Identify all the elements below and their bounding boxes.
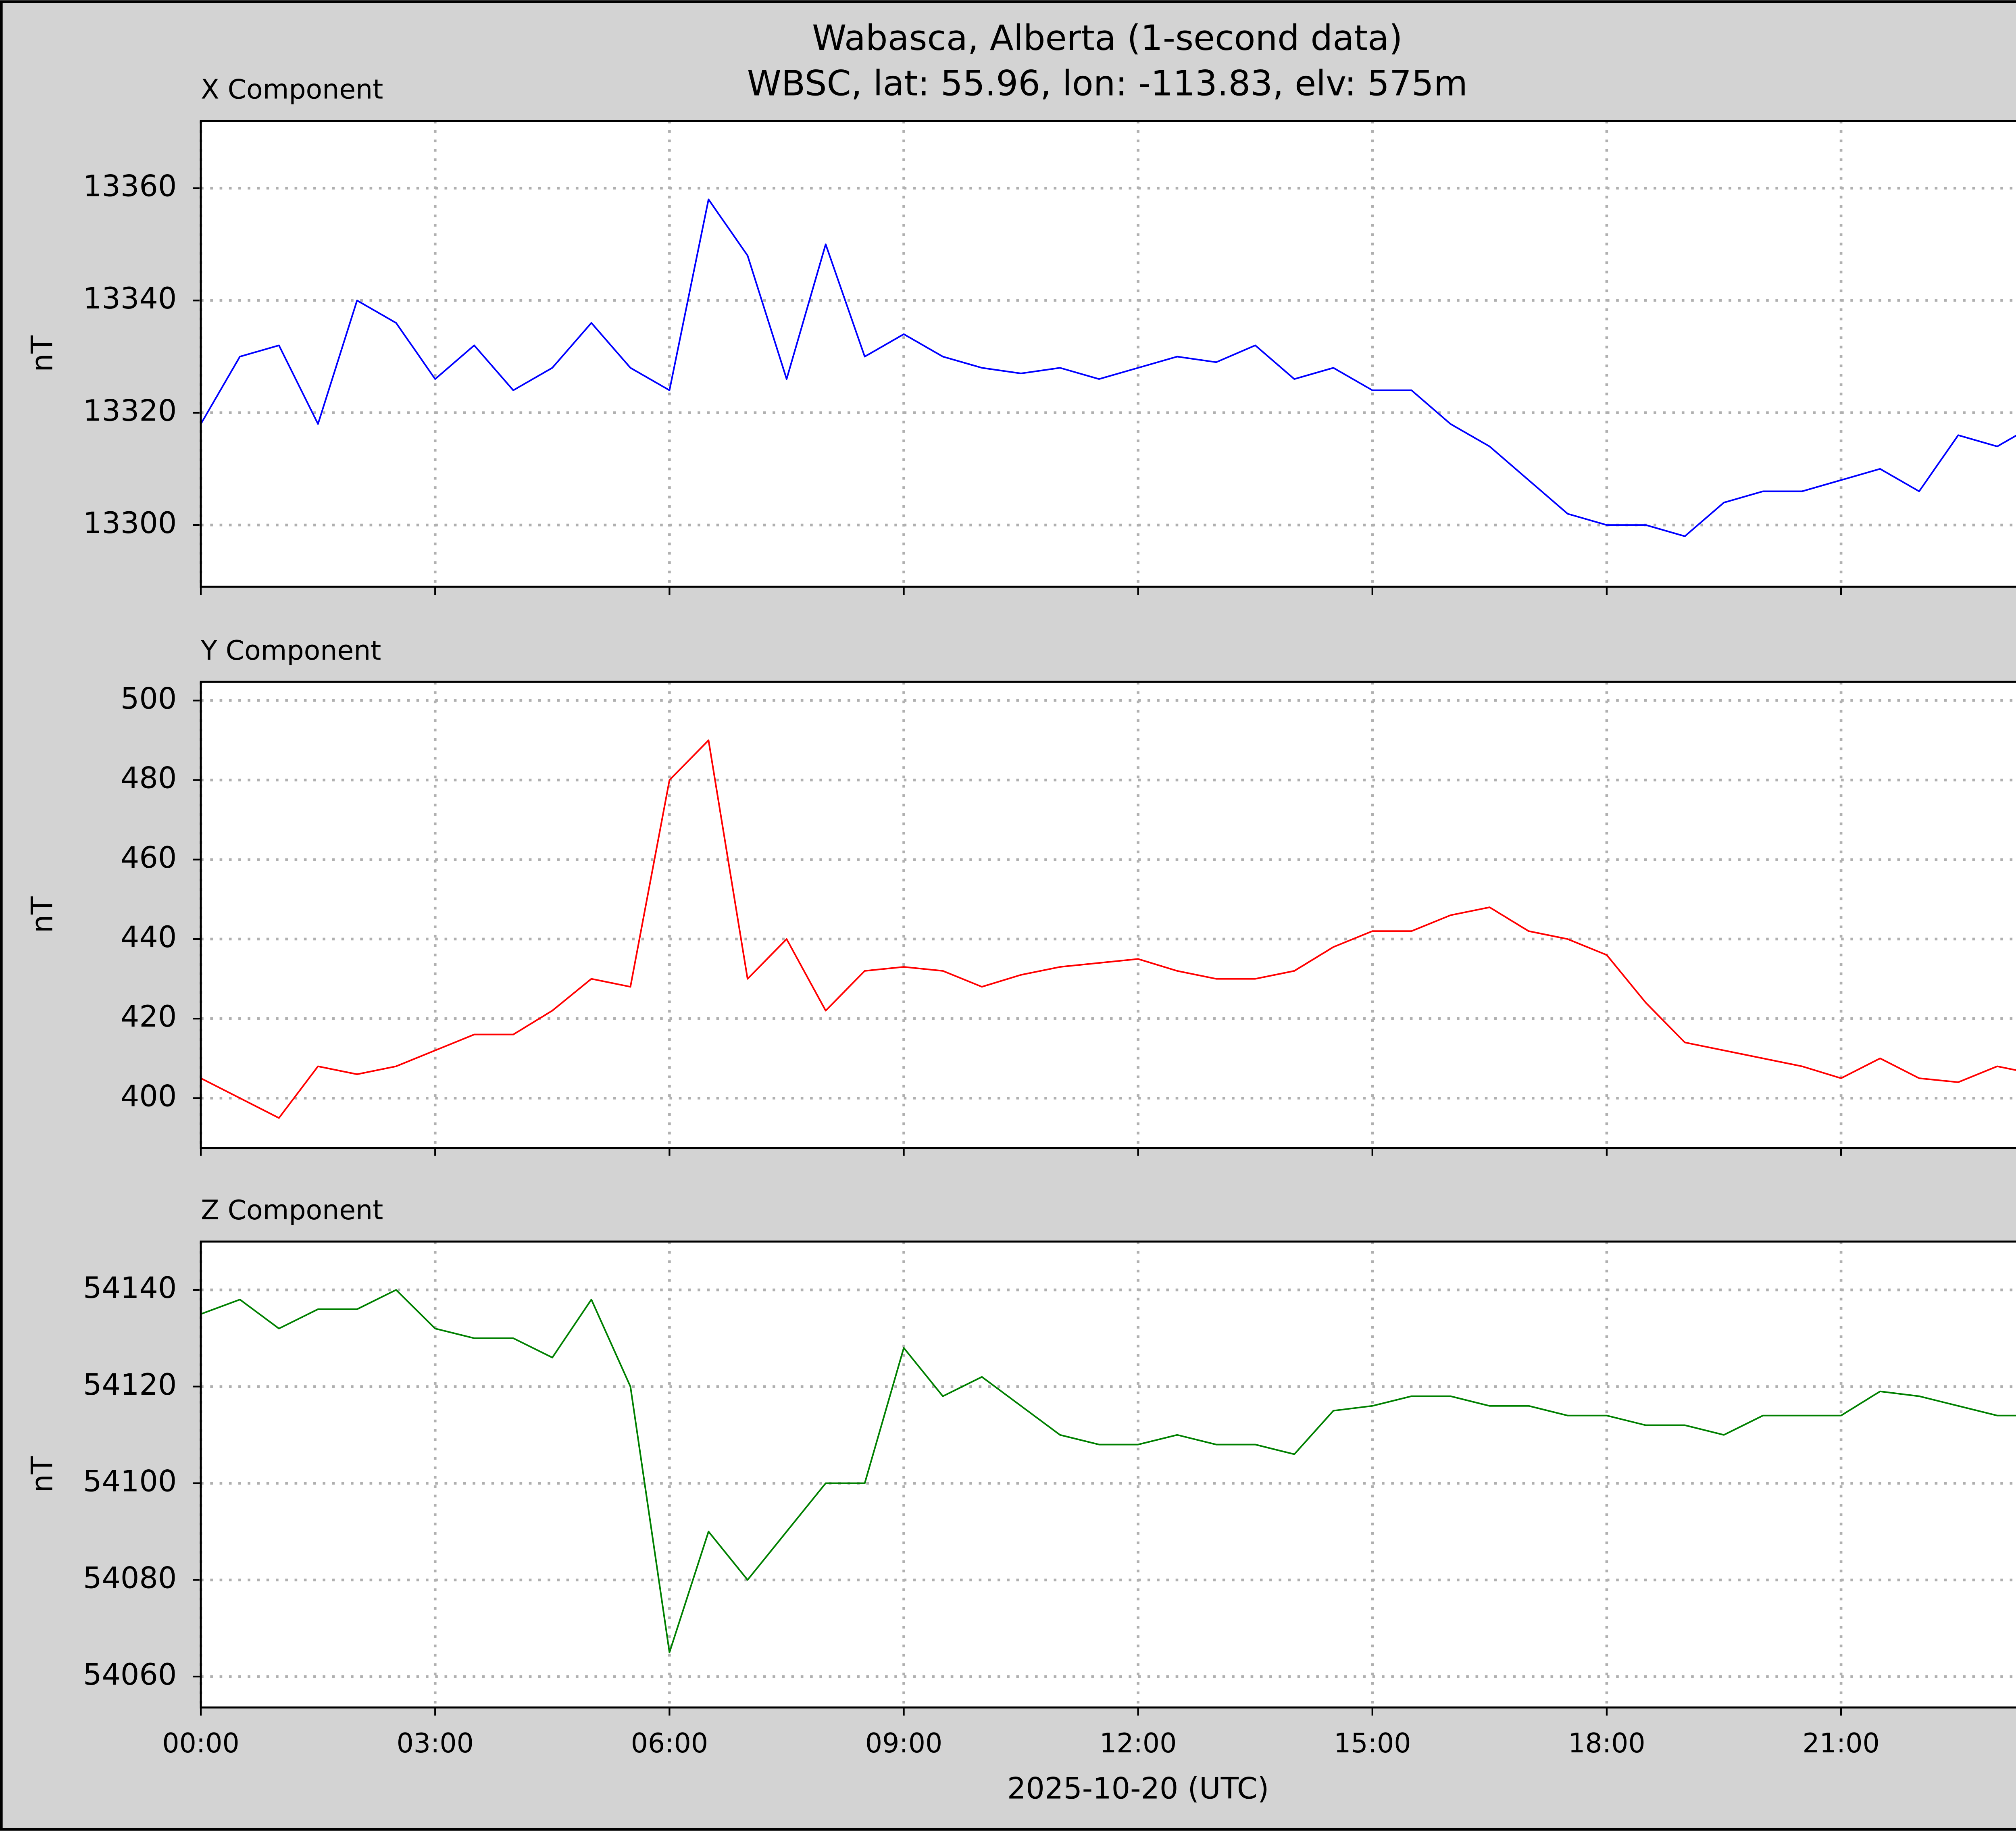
data-line [200, 198, 2016, 537]
chart-title: X Component [201, 74, 383, 105]
chart-title: Z Component [201, 1194, 383, 1226]
chart-title: Y Component [200, 635, 381, 666]
y-axis-label: nT [25, 896, 60, 933]
y-tick-label: 54080 [83, 1561, 177, 1595]
y-tick-label: 420 [121, 1000, 177, 1034]
y-tick-label: 460 [121, 841, 177, 875]
y-tick-label: 13360 [83, 169, 177, 204]
x-axis-label: 2025-10-20 (UTC) [1007, 1772, 1269, 1806]
plot-frame [200, 120, 2016, 588]
plot-frame [200, 1240, 2016, 1709]
plot-frame [200, 681, 2016, 1149]
y-tick-label: 13320 [83, 394, 177, 428]
y-tick-label: 480 [121, 761, 177, 796]
y-tick-label: 440 [121, 920, 177, 954]
x-tick-label: 18:00 [1568, 1727, 1645, 1759]
y-axis-label: nT [25, 335, 60, 372]
y-tick-label: 54060 [83, 1658, 177, 1692]
y-tick-label: 54140 [83, 1271, 177, 1305]
data-line [200, 1289, 2016, 1654]
y-tick-label: 54120 [83, 1368, 177, 1402]
y-tick-label: 13300 [83, 506, 177, 540]
plot-area [201, 121, 2016, 587]
y-tick-label: 500 [121, 681, 177, 716]
plot-area [201, 1241, 2016, 1708]
x-tick-label: 21:00 [1802, 1727, 1879, 1759]
plot-area [201, 682, 2016, 1148]
x-tick-label: 15:00 [1334, 1727, 1411, 1759]
x-tick-label: 00:00 [162, 1727, 239, 1759]
x-tick-label: 09:00 [865, 1727, 942, 1759]
y-tick-label: 400 [121, 1079, 177, 1113]
data-line [200, 739, 2016, 1119]
y-tick-label: 13340 [83, 281, 177, 316]
x-tick-label: 06:00 [631, 1727, 708, 1759]
figure-title: Wabasca, Alberta (1-second data) [812, 18, 1403, 58]
x-tick-label: 12:00 [1100, 1727, 1177, 1759]
x-tick-label: 03:00 [397, 1727, 474, 1759]
y-axis-label: nT [25, 1456, 60, 1493]
figure-subtitle: WBSC, lat: 55.96, lon: -113.83, elv: 575… [747, 64, 1468, 104]
y-tick-label: 54100 [83, 1464, 177, 1499]
